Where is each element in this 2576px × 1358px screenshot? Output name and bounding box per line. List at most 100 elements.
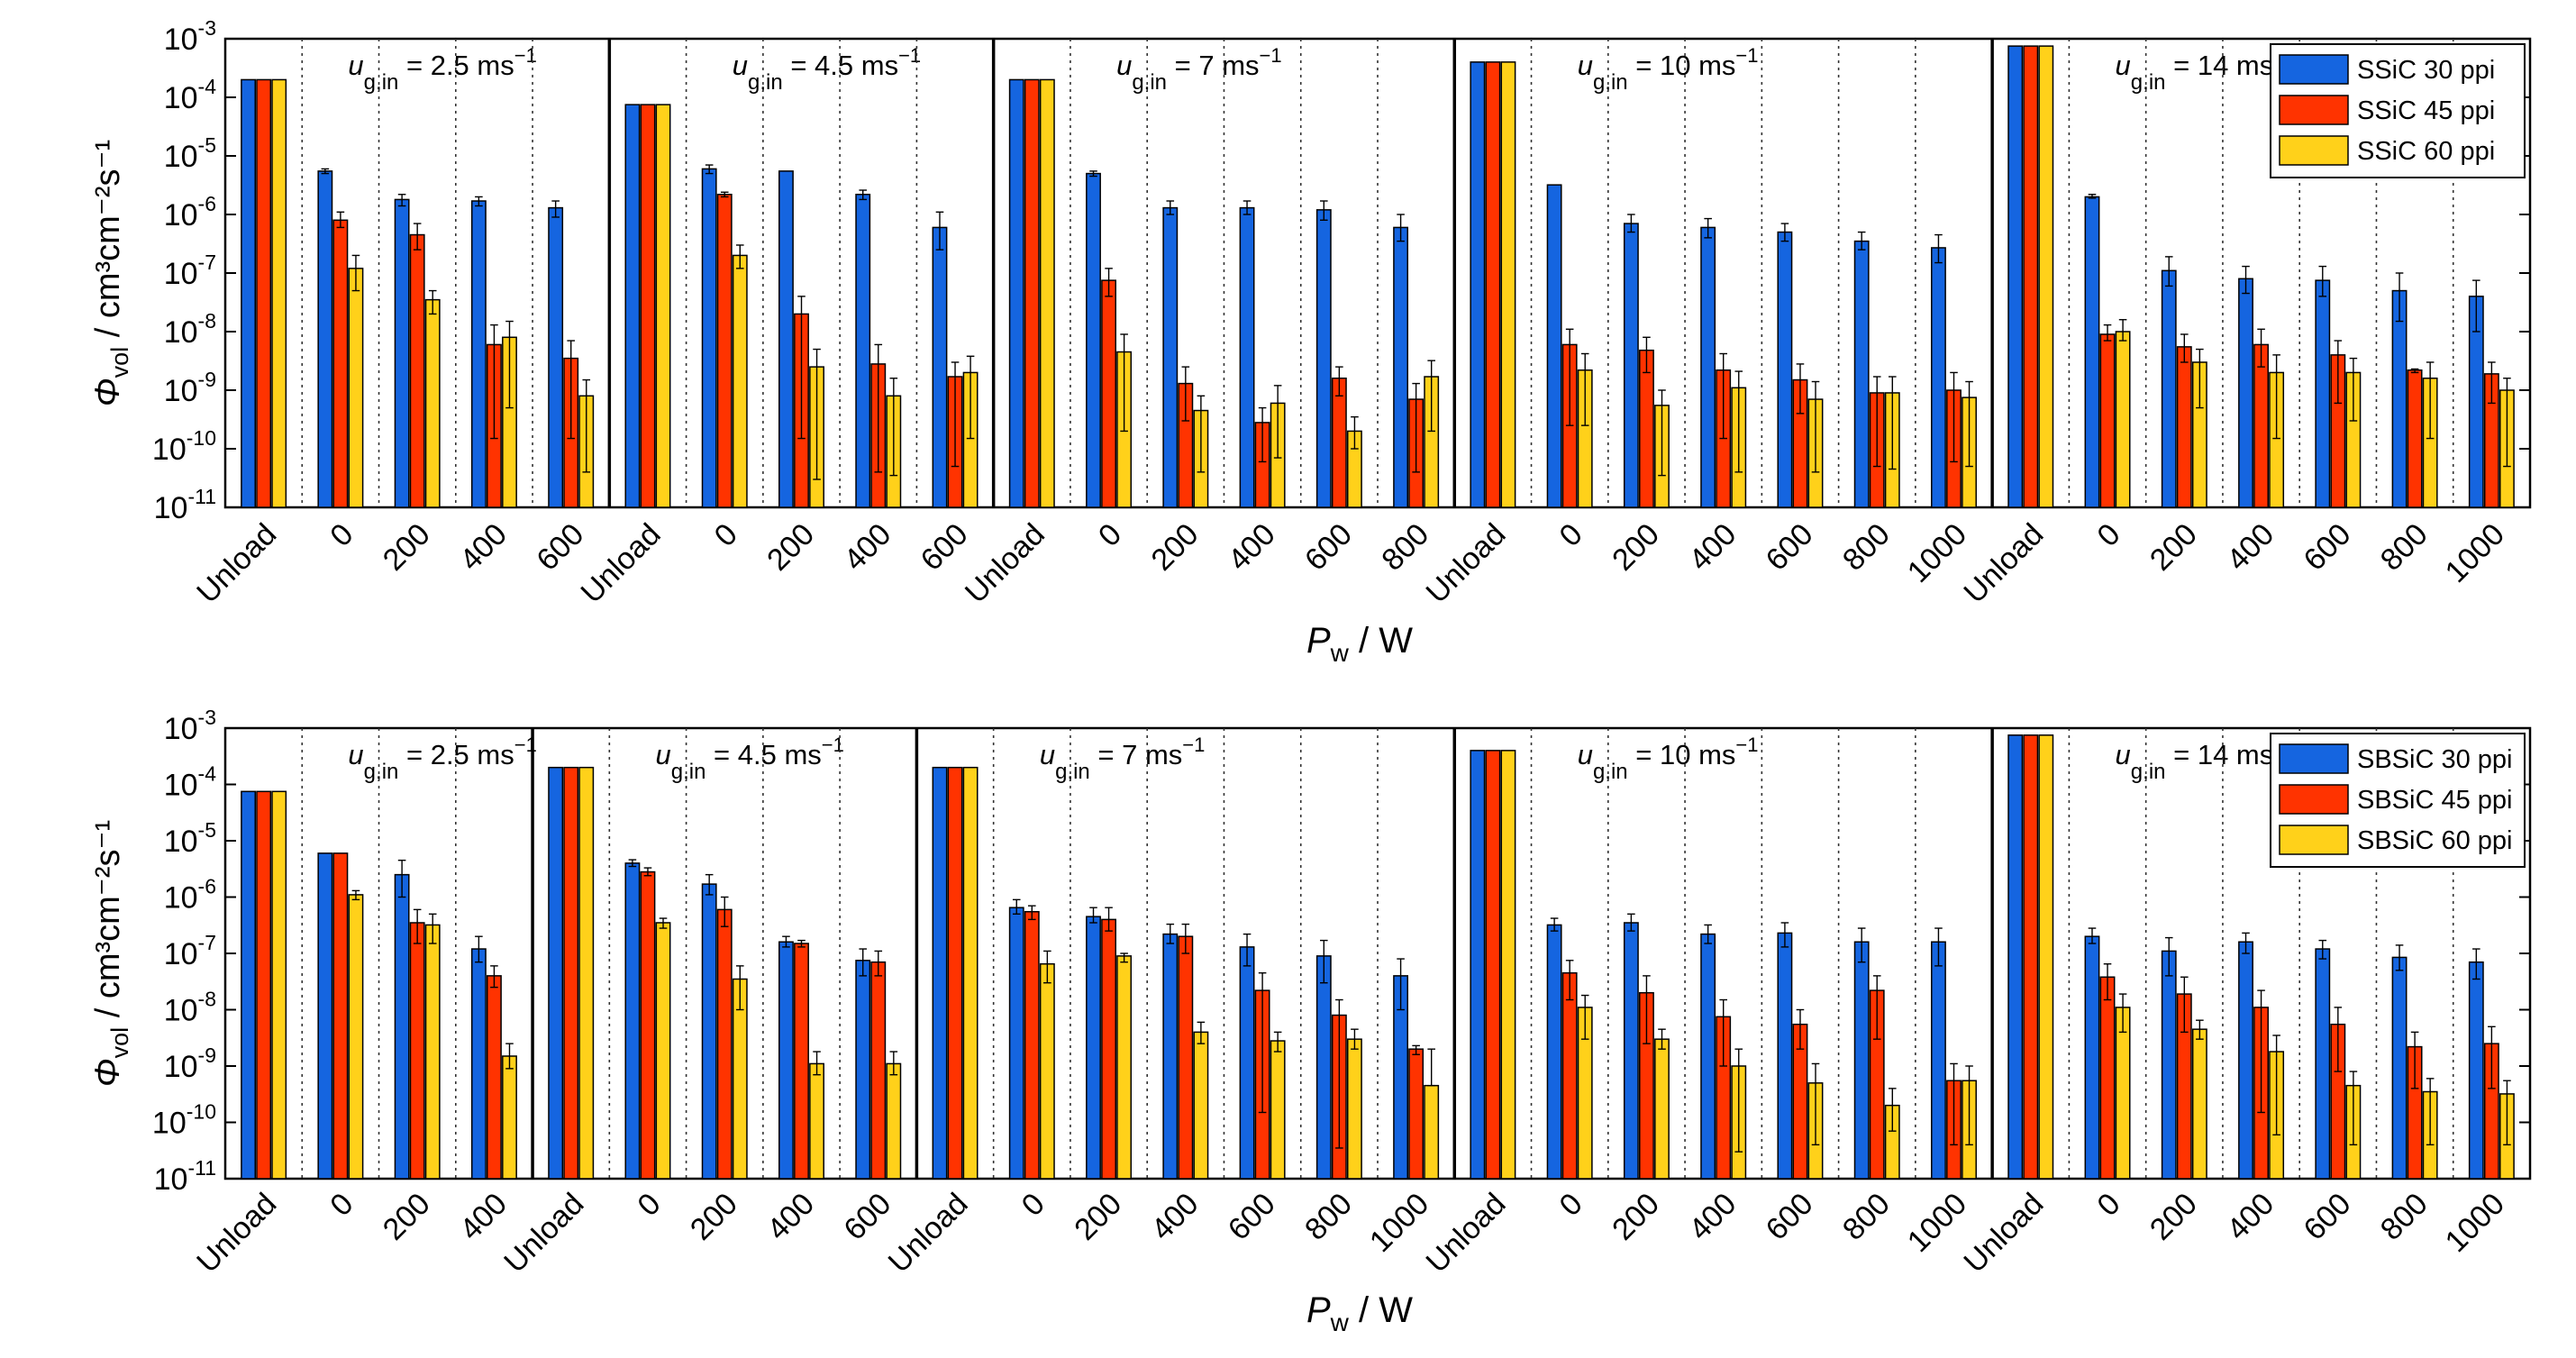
- legend-label-ssic-30-ppi: SSiC 30 ppi: [2357, 56, 2495, 85]
- bar-u-g-in-4-5-ms-0-ssic-30-ppi: [701, 168, 717, 508]
- legend-swatch-ssic-45-ppi: [2279, 95, 2349, 125]
- bar-u-g-in-2-5-ms-unload-sbsic-30-ppi: [241, 790, 257, 1180]
- bar-u-g-in-2-5-ms-200-ssic-60-ppi: [424, 298, 441, 508]
- y-tick-label: 10-8: [164, 988, 216, 1028]
- bar-u-g-in-14-ms-0-ssic-45-ppi: [2099, 333, 2116, 508]
- bar-u-g-in-10-ms-800-sbsic-30-ppi: [1853, 941, 1870, 1180]
- x-axis-title: Pw / W: [1306, 621, 1413, 667]
- bar-u-g-in-7-ms-400-sbsic-60-ppi: [1193, 1031, 1209, 1180]
- bar-u-g-in-2-5-ms-400-sbsic-30-ppi: [470, 948, 487, 1180]
- condition-label: ug,in = 10 ms−1: [1578, 734, 1759, 784]
- bar-u-g-in-14-ms-800-ssic-30-ppi: [2391, 289, 2408, 508]
- bar-u-g-in-10-ms-600-sbsic-30-ppi: [1777, 932, 1793, 1180]
- y-tick-label: 10-7: [164, 251, 216, 291]
- bar-u-g-in-10-ms-400-ssic-30-ppi: [1700, 226, 1716, 508]
- bar-u-g-in-14-ms-200-sbsic-60-ppi: [2191, 1028, 2207, 1180]
- bar-u-g-in-10-ms-200-sbsic-60-ppi: [1654, 1038, 1670, 1180]
- bar-u-g-in-4-5-ms-0-ssic-60-ppi: [732, 254, 748, 508]
- bar-u-g-in-7-ms-unload-ssic-60-ppi: [1039, 78, 1055, 508]
- condition-label: ug,in = 10 ms−1: [1578, 44, 1759, 95]
- y-axis-title: Φvol / cm³cm⁻²s⁻¹: [89, 820, 133, 1087]
- y-tick-label: 10-11: [154, 1156, 216, 1197]
- bar-u-g-in-10-ms-200-ssic-45-ppi: [1639, 349, 1654, 508]
- bar-u-g-in-4-5-ms-unload-ssic-45-ppi: [640, 104, 656, 508]
- bar-u-g-in-4-5-ms-unload-ssic-30-ppi: [624, 104, 641, 508]
- y-axis-title: Φvol / cm³cm⁻²s⁻¹: [89, 140, 133, 406]
- bar-u-g-in-14-ms-0-sbsic-30-ppi: [2084, 935, 2100, 1180]
- legend-swatch-sbsic-60-ppi: [2279, 825, 2349, 855]
- bar-u-g-in-4-5-ms-400-sbsic-45-ppi: [794, 943, 809, 1180]
- bar-u-g-in-10-ms-400-sbsic-30-ppi: [1700, 933, 1716, 1180]
- bar-u-g-in-7-ms-600-ssic-30-ppi: [1315, 209, 1332, 508]
- y-tick-label: 10-10: [152, 1100, 216, 1141]
- bar-u-g-in-7-ms-unload-ssic-30-ppi: [1008, 78, 1024, 508]
- bar-u-g-in-2-5-ms-0-ssic-30-ppi: [317, 170, 333, 508]
- bar-u-g-in-7-ms-200-sbsic-60-ppi: [1116, 955, 1133, 1180]
- bar-u-g-in-7-ms-200-ssic-30-ppi: [1162, 206, 1179, 508]
- bar-u-g-in-4-5-ms-0-ssic-45-ppi: [716, 193, 733, 508]
- bar-u-g-in-4-5-ms-400-sbsic-60-ppi: [809, 1062, 824, 1180]
- bar-u-g-in-4-5-ms-0-sbsic-30-ppi: [624, 862, 641, 1180]
- bar-u-g-in-14-ms-200-ssic-45-ppi: [2176, 346, 2192, 508]
- legend: SBSiC 30 ppi SBSiC 45 ppi SBSiC 60 ppi: [2270, 733, 2526, 868]
- y-tick-label: 10-5: [164, 133, 216, 174]
- bar-u-g-in-10-ms-600-ssic-30-ppi: [1777, 231, 1793, 508]
- bar-u-g-in-4-5-ms-600-sbsic-45-ppi: [870, 961, 887, 1180]
- bar-u-g-in-2-5-ms-unload-ssic-30-ppi: [241, 78, 257, 508]
- bar-u-g-in-7-ms-200-sbsic-30-ppi: [1086, 916, 1101, 1180]
- bar-u-g-in-4-5-ms-unload-ssic-60-ppi: [655, 104, 671, 508]
- bar-u-g-in-4-5-ms-200-sbsic-45-ppi: [716, 908, 733, 1180]
- bar-u-g-in-7-ms-unload-sbsic-30-ppi: [932, 766, 948, 1180]
- bar-u-g-in-14-ms-400-sbsic-30-ppi: [2238, 941, 2253, 1180]
- bar-u-g-in-10-ms-unload-ssic-60-ppi: [1500, 61, 1516, 508]
- bar-u-g-in-14-ms-200-sbsic-30-ppi: [2161, 950, 2177, 1180]
- bar-u-g-in-2-5-ms-600-ssic-30-ppi: [548, 206, 564, 508]
- bar-u-g-in-14-ms-unload-sbsic-60-ppi: [2038, 734, 2054, 1180]
- bar-u-g-in-2-5-ms-200-ssic-30-ppi: [394, 198, 410, 508]
- y-tick-label: 10-9: [164, 368, 216, 408]
- y-tick-label: 10-3: [164, 16, 216, 57]
- bar-u-g-in-2-5-ms-400-sbsic-60-ppi: [502, 1055, 517, 1180]
- bar-u-g-in-2-5-ms-200-sbsic-45-ppi: [409, 922, 425, 1180]
- bar-u-g-in-14-ms-0-sbsic-45-ppi: [2099, 976, 2116, 1180]
- bar-u-g-in-10-ms-unload-sbsic-30-ppi: [1470, 750, 1486, 1180]
- bar-u-g-in-2-5-ms-400-ssic-30-ppi: [470, 200, 487, 508]
- bar-u-g-in-2-5-ms-400-sbsic-45-ppi: [487, 975, 502, 1180]
- bar-u-g-in-7-ms-0-ssic-45-ppi: [1101, 279, 1116, 508]
- x-axis-title: Pw / W: [1306, 1290, 1413, 1336]
- bar-u-g-in-7-ms-unload-ssic-45-ppi: [1024, 78, 1040, 508]
- bar-u-g-in-7-ms-400-sbsic-30-ppi: [1162, 933, 1179, 1180]
- legend-label-ssic-60-ppi: SSiC 60 ppi: [2357, 137, 2495, 166]
- bar-u-g-in-7-ms-0-sbsic-30-ppi: [1008, 907, 1024, 1180]
- bar-u-g-in-4-5-ms-400-sbsic-30-ppi: [778, 941, 794, 1180]
- bar-u-g-in-4-5-ms-unload-sbsic-60-ppi: [578, 766, 595, 1180]
- bar-u-g-in-14-ms-800-sbsic-30-ppi: [2391, 956, 2408, 1180]
- bar-u-g-in-7-ms-600-sbsic-30-ppi: [1239, 946, 1255, 1180]
- y-tick-label: 10-6: [164, 192, 216, 232]
- bar-u-g-in-2-5-ms-unload-ssic-60-ppi: [271, 78, 287, 508]
- condition-label: ug,in = 2.5 ms−1: [348, 734, 536, 784]
- bar-u-g-in-14-ms-800-ssic-45-ppi: [2407, 369, 2423, 508]
- bar-u-g-in-7-ms-600-sbsic-60-ppi: [1270, 1040, 1286, 1180]
- bar-u-g-in-10-ms-unload-sbsic-45-ppi: [1485, 750, 1501, 1180]
- y-tick-label: 10-4: [164, 75, 216, 115]
- bar-u-g-in-14-ms-unload-ssic-60-ppi: [2038, 45, 2054, 508]
- bar-u-g-in-10-ms-unload-ssic-30-ppi: [1470, 61, 1486, 508]
- y-tick-label: 10-8: [164, 309, 216, 350]
- bar-u-g-in-2-5-ms-200-sbsic-60-ppi: [424, 924, 441, 1180]
- bar-u-g-in-2-5-ms-200-sbsic-30-ppi: [394, 873, 410, 1180]
- bar-u-g-in-10-ms-800-ssic-30-ppi: [1853, 240, 1870, 508]
- bar-u-g-in-4-5-ms-600-ssic-30-ppi: [932, 226, 948, 508]
- legend-swatch-ssic-30-ppi: [2279, 54, 2349, 85]
- bar-u-g-in-14-ms-200-ssic-30-ppi: [2161, 269, 2177, 508]
- bar-u-g-in-10-ms-1000-sbsic-30-ppi: [1931, 941, 1946, 1180]
- legend-swatch-ssic-60-ppi: [2279, 135, 2349, 166]
- bar-u-g-in-4-5-ms-unload-sbsic-30-ppi: [548, 766, 564, 1180]
- bar-u-g-in-14-ms-400-ssic-30-ppi: [2238, 278, 2253, 508]
- bar-u-g-in-10-ms-200-sbsic-30-ppi: [1623, 922, 1639, 1180]
- y-tick-label: 10-7: [164, 931, 216, 971]
- bar-u-g-in-14-ms-0-ssic-30-ppi: [2084, 196, 2100, 508]
- bar-u-g-in-10-ms-0-ssic-30-ppi: [1546, 184, 1562, 508]
- bar-u-g-in-7-ms-1000-sbsic-45-ppi: [1408, 1048, 1425, 1180]
